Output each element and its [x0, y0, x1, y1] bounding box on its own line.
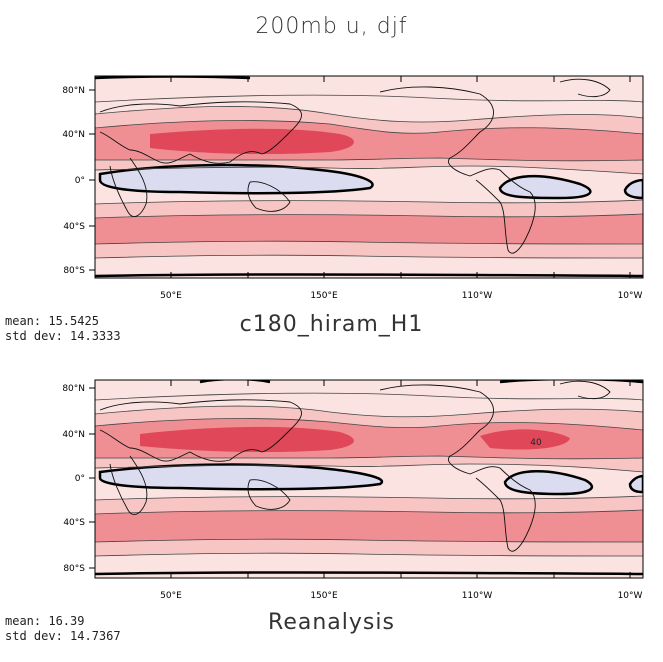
lon-label: 150°E [310, 291, 338, 301]
panel-label-reanalysis: Reanalysis [268, 610, 395, 635]
jet-core-atlantic [470, 136, 560, 154]
zero-contour-north [199, 380, 271, 384]
lon-labels: 50°E 150°E 110°W 10°W [160, 291, 642, 301]
jet-core-america [480, 429, 570, 450]
jet-core-asia [150, 128, 354, 155]
map-reanalysis: 40 80°N 40°N 0° 40°S 80°S 50°E 150°E 110… [62, 379, 644, 601]
lat-labels: 80°N 40°N 0° 40°S 80°S [62, 86, 85, 276]
lat-label: 80°S [63, 564, 85, 574]
lat-label: 40°N [62, 130, 85, 140]
zero-contour-north [95, 76, 251, 80]
lat-label: 0° [75, 176, 85, 186]
lat-label: 80°N [62, 384, 85, 394]
easterly-region-atlantic [623, 178, 643, 200]
lon-label: 110°W [462, 291, 493, 301]
frame-ticks [89, 380, 631, 578]
lon-label: 50°E [160, 291, 182, 301]
panel-label-model: c180_hiram_H1 [239, 312, 424, 337]
std-dev-value: std dev: 14.3333 [5, 329, 121, 343]
easterly-region-america [498, 174, 592, 200]
lat-label: 40°N [62, 430, 85, 440]
mean-value: mean: 16.39 [5, 614, 85, 628]
zero-contour-south [95, 571, 643, 576]
stats-model: mean: 15.5425 std dev: 14.3333 [5, 314, 121, 344]
contour-lines [95, 392, 643, 557]
map-panel-model: 80°N 40°N 0° 40°S 80°S 50°E 150°E 110°W … [0, 62, 663, 344]
lon-label: 50°E [160, 591, 182, 600]
stats-reanalysis: mean: 16.39 std dev: 14.7367 [5, 614, 121, 644]
easterly-region-atlantic [628, 474, 643, 494]
zero-contour-north-east [499, 380, 643, 384]
jet-core-asia [140, 426, 354, 453]
coastlines [99, 380, 611, 552]
lat-label: 40°S [63, 222, 85, 232]
coastlines [99, 78, 611, 254]
lat-label: 80°S [63, 266, 85, 276]
lat-labels: 80°N 40°N 0° 40°S 80°S [62, 384, 85, 574]
easterly-region-indian [98, 463, 384, 491]
map-panel-reanalysis: 40 80°N 40°N 0° 40°S 80°S 50°E 150°E 110… [0, 360, 663, 643]
lon-label: 10°W [618, 291, 643, 301]
lon-label: 10°W [618, 591, 643, 600]
frame-ticks [89, 76, 631, 278]
lat-label: 0° [75, 474, 85, 484]
mean-value: mean: 15.5425 [5, 314, 99, 328]
map-model: 80°N 40°N 0° 40°S 80°S 50°E 150°E 110°W … [62, 75, 644, 301]
map-frame [94, 379, 644, 579]
lon-label: 110°W [462, 591, 493, 600]
map-frame [94, 75, 644, 279]
band-sh-mid [95, 510, 643, 542]
std-dev-value: std dev: 14.7367 [5, 629, 121, 643]
chart-title: 200mb u, djf [255, 14, 408, 39]
lon-label: 150°E [310, 591, 338, 600]
contour-label: 40 [530, 438, 542, 448]
lat-label: 80°N [62, 86, 85, 96]
zero-contour-south [95, 273, 643, 278]
lat-label: 40°S [63, 518, 85, 528]
band-sh-mid [95, 214, 643, 244]
lon-labels: 50°E 150°E 110°W 10°W [160, 591, 643, 601]
